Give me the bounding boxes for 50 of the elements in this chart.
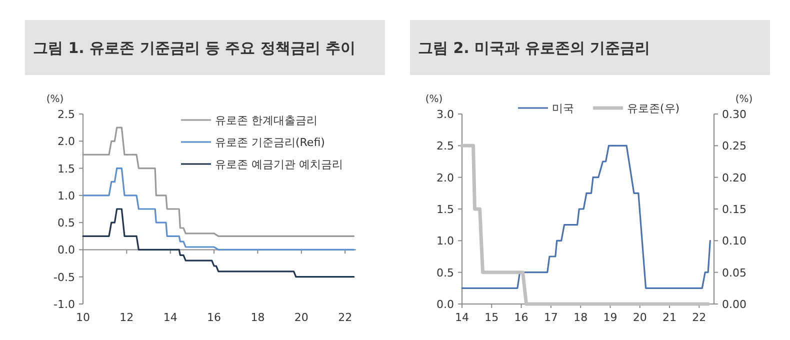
- y-tick-label: 3.0: [436, 108, 454, 121]
- y-tick-label: 0.0: [58, 244, 75, 257]
- x-tick-label: 20: [632, 311, 647, 324]
- line-series: [82, 126, 355, 237]
- x-tick-label: 18: [574, 311, 588, 324]
- x-tick-label: 15: [484, 311, 499, 324]
- legend-label: 미국: [552, 102, 574, 115]
- y2-tick-label: 0.05: [722, 266, 746, 280]
- y-tick-label: 2.5: [436, 140, 454, 153]
- line-series: [82, 208, 355, 278]
- x-tick-label: 14: [163, 311, 178, 324]
- chart-title: 그림 2. 미국과 유로존의 기준금리: [418, 39, 650, 57]
- x-tick-label: 10: [76, 311, 90, 324]
- chart-title: 그림 1. 유로존 기준금리 등 주요 정책금리 추이: [33, 39, 356, 57]
- y-tick-label: 0.0: [436, 298, 454, 311]
- y-tick-label: 1.5: [436, 203, 454, 216]
- y2-tick-label: 0.15: [722, 203, 746, 216]
- y-tick-label: 0.5: [436, 266, 454, 280]
- legend-label: 유로존 한계대출금리: [215, 114, 318, 127]
- y2-tick-label: 0.00: [722, 298, 746, 311]
- x-tick-label: 19: [603, 311, 618, 324]
- y-tick-label: 2.0: [58, 135, 75, 148]
- y-tick-label: -1.0: [54, 298, 75, 311]
- y-tick-label: 1.0: [436, 234, 454, 248]
- x-tick-label: 12: [120, 311, 134, 324]
- y-tick-label: 1.0: [58, 189, 75, 202]
- x-tick-label: 18: [250, 311, 265, 324]
- x-tick-label: 22: [692, 311, 706, 324]
- y2-tick-label: 0.25: [722, 140, 746, 153]
- y-tick-label: -0.5: [54, 270, 75, 284]
- x-tick-label: 20: [294, 311, 308, 324]
- legend-label: 유로존 기준금리(Refi): [215, 136, 325, 149]
- legend-label: 유로존 예금기관 예치금리: [215, 158, 343, 171]
- y-tick-label: 2.0: [436, 171, 454, 184]
- x-tick-label: 16: [207, 311, 222, 324]
- y2-tick-label: 0.30: [722, 108, 746, 121]
- y2-axis-title: (%): [735, 94, 753, 105]
- x-tick-label: 16: [514, 311, 528, 324]
- legend-label: 유로존(우): [627, 102, 680, 115]
- x-tick-label: 21: [662, 311, 677, 324]
- y-tick-label: 2.5: [58, 108, 75, 121]
- x-tick-label: 14: [455, 311, 469, 324]
- y-tick-label: 0.5: [58, 216, 75, 230]
- x-tick-label: 22: [338, 311, 352, 324]
- x-tick-label: 17: [544, 311, 558, 324]
- y2-tick-label: 0.20: [722, 171, 746, 184]
- y2-tick-label: 0.10: [722, 234, 746, 248]
- y-axis-title: (%): [46, 94, 64, 105]
- y-axis-title: (%): [425, 94, 443, 105]
- y-tick-label: 1.5: [58, 162, 75, 176]
